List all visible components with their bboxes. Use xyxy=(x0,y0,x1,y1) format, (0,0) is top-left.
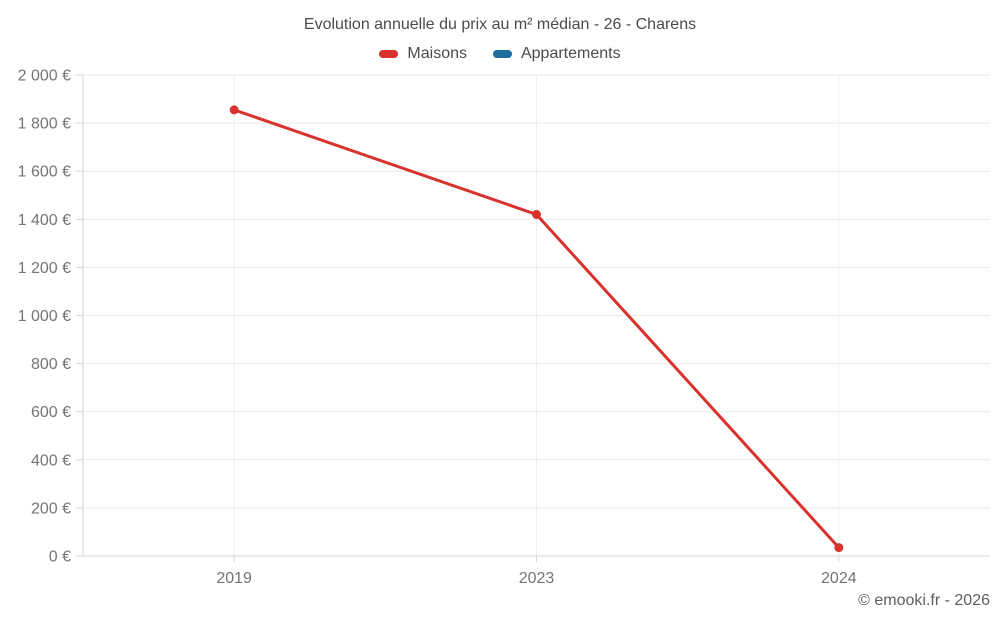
y-tick-label: 400 € xyxy=(31,452,71,469)
legend-item-maisons[interactable]: Maisons xyxy=(379,45,467,63)
x-tick-label: 2019 xyxy=(216,570,252,587)
y-tick-label: 2 000 € xyxy=(18,68,71,85)
y-axis: 0 € 200 € 400 € 600 € 800 € 1 000 € 1 200 € 1 4… xyxy=(18,68,990,566)
x-tick-label: 2024 xyxy=(821,570,857,587)
legend-swatch-appartements xyxy=(492,50,512,58)
y-tick-label: 1 400 € xyxy=(18,212,71,229)
y-tick-label: 1 200 € xyxy=(18,260,71,277)
y-tick-label: 1 000 € xyxy=(18,308,71,325)
legend: Maisons Appartements xyxy=(0,45,1000,63)
legend-label-maisons: Maisons xyxy=(407,45,467,62)
data-point-maisons-2019[interactable] xyxy=(229,105,239,115)
y-tick-label: 0 € xyxy=(49,549,71,566)
y-tick-label: 1 800 € xyxy=(18,116,71,133)
y-tick-label: 600 € xyxy=(31,404,71,421)
legend-item-appartements[interactable]: Appartements xyxy=(492,45,621,63)
x-tick-label: 2023 xyxy=(519,570,555,587)
data-point-maisons-2023[interactable] xyxy=(532,209,541,219)
chart-title: Evolution annuelle du prix au m² médian … xyxy=(303,16,697,33)
legend-swatch-maisons xyxy=(379,50,399,58)
copyright: © emooki.fr - 2026 xyxy=(858,592,990,609)
data-point-maisons-2024[interactable] xyxy=(834,543,844,553)
x-axis: 2019 2023 2024 xyxy=(216,75,857,587)
y-tick-label: 1 600 € xyxy=(18,164,71,181)
y-tick-label: 200 € xyxy=(31,500,71,517)
y-tick-label: 800 € xyxy=(31,356,71,373)
legend-label-appartements: Appartements xyxy=(520,45,621,62)
